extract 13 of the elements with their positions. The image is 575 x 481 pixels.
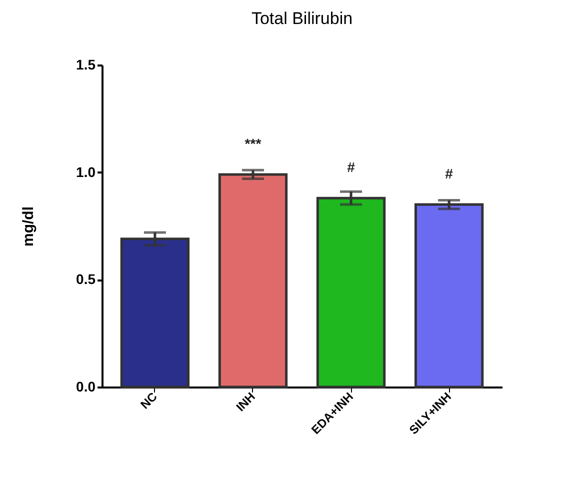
bar <box>218 173 288 388</box>
x-tick-label: INH <box>233 390 258 414</box>
annotation: # <box>347 159 356 176</box>
annotation: # <box>445 166 454 182</box>
y-tick-label: 0.0 <box>76 378 96 394</box>
annotation: *** <box>244 135 262 152</box>
y-tick-label: 1.5 <box>76 56 96 72</box>
y-tick-label: 0.5 <box>76 271 96 288</box>
chart-title: Total Bilirubin <box>251 9 353 28</box>
x-tick-label: NC <box>138 389 160 412</box>
y-tick-label: 1.0 <box>76 164 96 180</box>
bar <box>414 203 484 388</box>
y-axis-title: mg/dl <box>20 206 38 246</box>
